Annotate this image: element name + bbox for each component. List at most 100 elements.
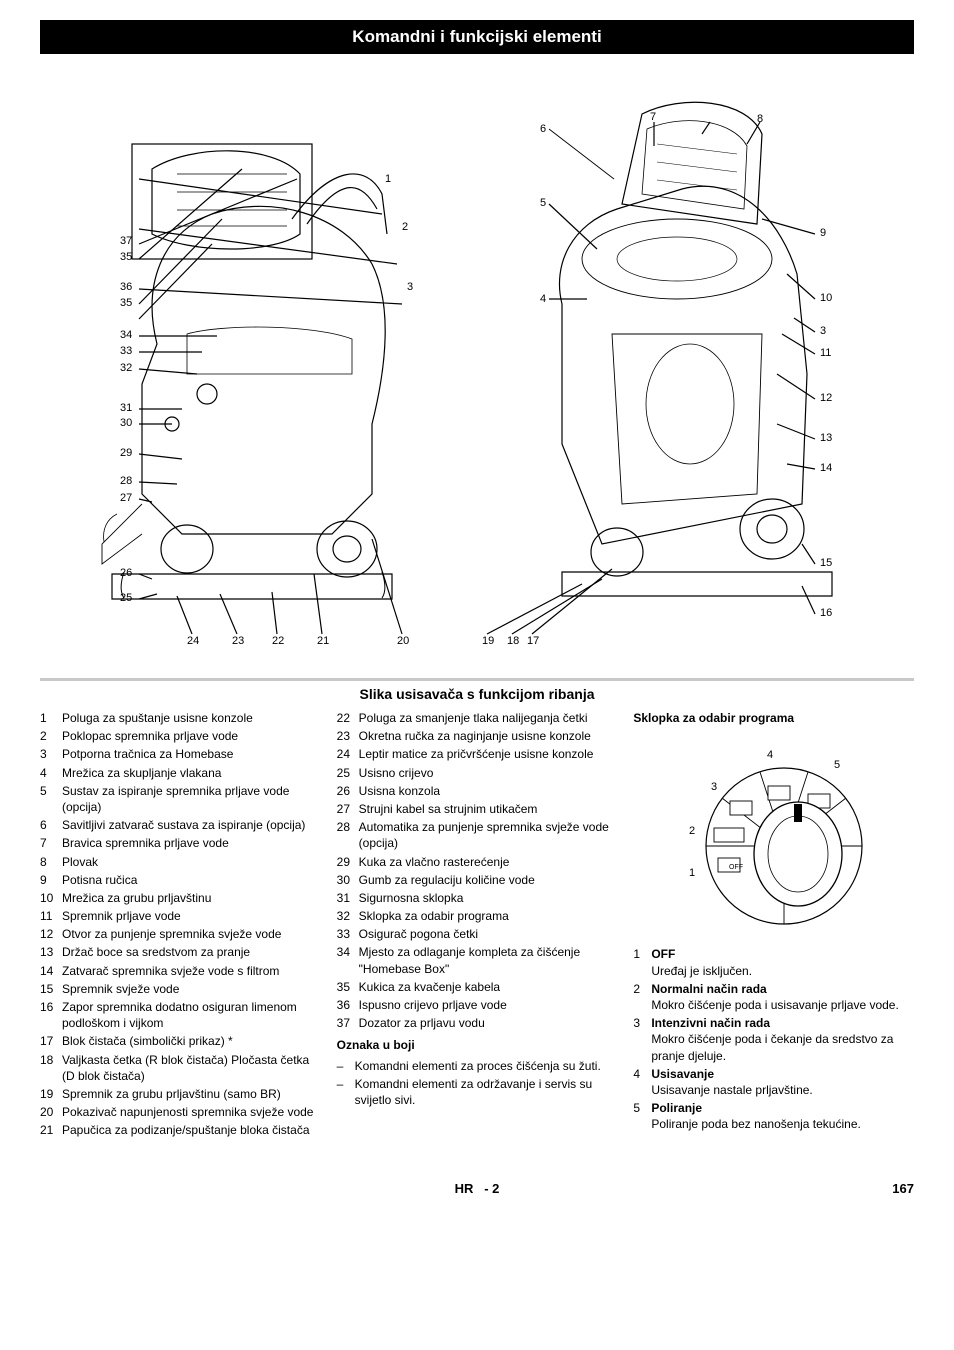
callout-25: 25 [120, 593, 132, 604]
callout-24: 24 [187, 636, 199, 647]
callout-19: 19 [482, 636, 494, 647]
legend-item: 24Leptir matice za pričvršćenje usisne k… [337, 746, 618, 762]
program-heading: Sklopka za odabir programa [633, 710, 914, 726]
callout-36: 36 [120, 282, 132, 293]
program-dial: OFF 1 2 3 4 5 [633, 736, 914, 930]
legend-item: 15Spremnik svježe vode [40, 981, 321, 997]
legend-item: 8Plovak [40, 854, 321, 870]
color-heading: Oznaka u boji [337, 1037, 618, 1053]
page-footer: HR - 2 167 [40, 1181, 914, 1196]
callout-2: 2 [402, 222, 408, 233]
legend-item: 10Mrežica za grubu prljavštinu [40, 890, 321, 906]
legend-item: 35Kukica za kvačenje kabela [337, 979, 618, 995]
callout-35b: 35 [120, 298, 132, 309]
callout-17: 17 [527, 636, 539, 647]
legend-item: 27Strujni kabel sa strujnim utikačem [337, 801, 618, 817]
callout-34: 34 [120, 330, 132, 341]
callout-26: 26 [120, 568, 132, 579]
legend-item: 2Poklopac spremnika prljave vode [40, 728, 321, 744]
callout-15r: 15 [820, 558, 832, 569]
callout-29: 29 [120, 448, 132, 459]
callout-13r: 13 [820, 433, 832, 444]
legend-item: 34Mjesto za odlaganje kompleta za čišće­… [337, 944, 618, 976]
callout-4t: 4 [540, 294, 546, 305]
footer-page: 2 [492, 1181, 499, 1196]
legend-item: 31Sigurnosna sklopka [337, 890, 618, 906]
legend-item: 36Ispusno crijevo prljave vode [337, 997, 618, 1013]
legend-item: 17Blok čistača (simbolički prikaz) * [40, 1033, 321, 1049]
legend-item: 29Kuka za vlačno rasterećenje [337, 854, 618, 870]
legend-item: 5Sustav za ispiranje spremnika prljave v… [40, 783, 321, 815]
mode-item: 1OFFUređaj je isključen. [633, 946, 914, 978]
legend-item: 33Osigurač pogona četki [337, 926, 618, 942]
legend-item: 4Mrežica za skupljanje vlakana [40, 765, 321, 781]
legend-item: 28Automatika za punjenje spremnika svjež… [337, 819, 618, 851]
legend-col-1: 1Poluga za spuštanje usisne konzole 2Pokl… [40, 710, 321, 1141]
callout-5t: 5 [540, 198, 546, 209]
callout-3r: 3 [820, 326, 826, 337]
callout-7t: 7 [650, 112, 656, 123]
footer-lang: HR [455, 1181, 474, 1196]
footer-abs-page: 167 [854, 1181, 914, 1196]
color-note: –Komandni elementi za proces čišćenja su… [337, 1058, 618, 1074]
callout-20: 20 [397, 636, 409, 647]
section-banner: Komandni i funkcijski elementi [40, 20, 914, 54]
mode-item: 3Intenzivni način radaMokro čišćenje pod… [633, 1015, 914, 1064]
legend-item: 6Savitljivi zatvarač sustava za ispiranj… [40, 817, 321, 833]
color-note: –Komandni elementi za održavanje i ser­v… [337, 1076, 618, 1108]
callout-1: 1 [385, 174, 391, 185]
callout-31: 31 [120, 403, 132, 414]
callout-21: 21 [317, 636, 329, 647]
exploded-diagram: 1 2 37 35 3 36 35 34 33 32 31 30 29 28 2… [42, 74, 912, 674]
callout-6t: 6 [540, 124, 546, 135]
callout-30: 30 [120, 418, 132, 429]
mode-item: 2Normalni način radaMokro čišćenje poda … [633, 981, 914, 1013]
mode-item: 5PoliranjePoliranje poda bez nanošenja t… [633, 1100, 914, 1132]
legend-item: 19Spremnik za grubu prljavštinu (samo BR… [40, 1086, 321, 1102]
legend-col-2: 22Poluga za smanjenje tlaka nalijeganja … [337, 710, 618, 1141]
callout-9r: 9 [820, 228, 826, 239]
callout-18: 18 [507, 636, 519, 647]
legend-item: 7Bravica spremnika prljave vode [40, 835, 321, 851]
legend-item: 25Usisno crijevo [337, 765, 618, 781]
legend-item: 12Otvor za punjenje spremnika svježe vod… [40, 926, 321, 942]
legend-item: 22Poluga za smanjenje tlaka nalijeganja … [337, 710, 618, 726]
callout-37: 37 [120, 236, 132, 247]
callout-22: 22 [272, 636, 284, 647]
svg-text:2: 2 [689, 825, 695, 837]
legend-item: 9Potisna ručica [40, 872, 321, 888]
callout-32: 32 [120, 363, 132, 374]
svg-text:4: 4 [767, 749, 773, 761]
legend-item: 30Gumb za regulaciju količine vode [337, 872, 618, 888]
sub-banner: Slika usisavača s funkcijom ribanja [40, 681, 914, 704]
legend-item: 14Zatvarač spremnika svježe vode s filtr… [40, 963, 321, 979]
legend-item: 26Usisna konzola [337, 783, 618, 799]
callout-3: 3 [407, 282, 413, 293]
svg-text:5: 5 [834, 759, 840, 771]
callout-27: 27 [120, 493, 132, 504]
callout-14r: 14 [820, 463, 832, 474]
callout-23: 23 [232, 636, 244, 647]
legend-item: 1Poluga za spuštanje usisne konzole [40, 710, 321, 726]
legend-item: 13Držač boce sa sredstvom za pranje [40, 944, 321, 960]
legend-item: 16Zapor spremnika dodatno osiguran limen… [40, 999, 321, 1031]
svg-text:OFF: OFF [729, 864, 743, 871]
legend-item: 32Sklopka za odabir programa [337, 908, 618, 924]
callout-33: 33 [120, 346, 132, 357]
program-col: Sklopka za odabir programa [633, 710, 914, 1141]
callout-35a: 35 [120, 252, 132, 263]
legend-item: 11Spremnik prljave vode [40, 908, 321, 924]
legend-item: 20Pokazivač napunjenosti spremnika svjež… [40, 1104, 321, 1120]
callout-28: 28 [120, 476, 132, 487]
callout-8t: 8 [757, 114, 763, 125]
callout-16r: 16 [820, 608, 832, 619]
legend-item: 18Valjkasta četka (R blok čistača) Ploča… [40, 1052, 321, 1084]
svg-text:1: 1 [689, 867, 695, 879]
callout-11r: 11 [820, 348, 831, 359]
mode-item: 4UsisavanjeUsisavanje nastale prljavštin… [633, 1066, 914, 1098]
legend-item: 3Potporna tračnica za Homebase [40, 746, 321, 762]
legend-item: 23Okretna ručka za naginjanje usisne kon… [337, 728, 618, 744]
callout-12r: 12 [820, 393, 832, 404]
callout-10r: 10 [820, 293, 832, 304]
legend-item: 21Papučica za podizanje/spuštanje bloka … [40, 1122, 321, 1138]
